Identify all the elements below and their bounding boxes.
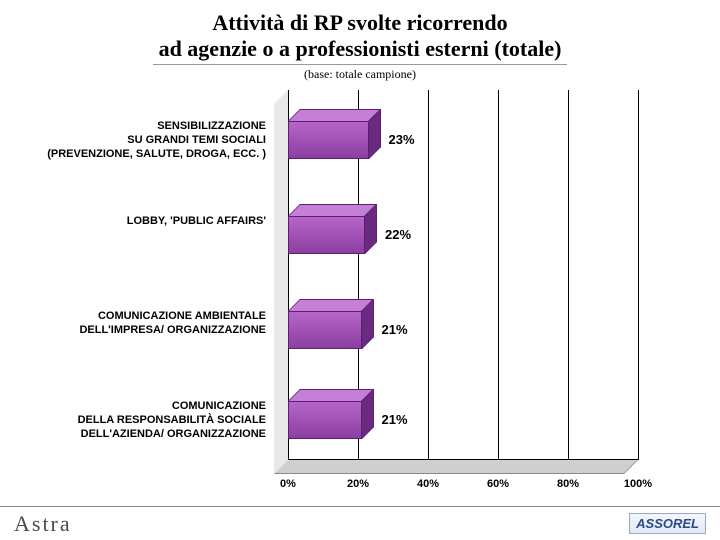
x-tick-label: 20%: [347, 478, 369, 490]
logo-assorel: ASSOREL: [629, 513, 706, 534]
gridline: [498, 90, 499, 460]
x-tick-label: 100%: [624, 478, 652, 490]
x-tick-label: 60%: [487, 478, 509, 490]
gridline: [568, 90, 569, 460]
bar-top: [288, 299, 374, 311]
x-tick-label: 80%: [557, 478, 579, 490]
bar-value-label: 21%: [382, 412, 408, 427]
subtitle: (base: totale campione): [40, 67, 680, 82]
x-tick-label: 40%: [417, 478, 439, 490]
category-label: LOBBY, 'PUBLIC AFFAIRS': [0, 215, 266, 229]
bar-top: [288, 204, 377, 216]
bar-value-label: 23%: [389, 132, 415, 147]
bar: [288, 401, 362, 439]
footer: Astra ASSOREL: [0, 506, 720, 540]
title-line2: ad agenzie o a professionisti esterni (t…: [153, 36, 568, 65]
chart-backwall: [274, 90, 288, 474]
title-line1: Attività di RP svolte ricorrendo: [40, 10, 680, 36]
x-tick-label: 0%: [280, 478, 296, 490]
gridline: [428, 90, 429, 460]
slide: Attività di RP svolte ricorrendo ad agen…: [0, 0, 720, 540]
gridline: [638, 90, 639, 460]
chart-floor: [274, 460, 638, 474]
logo-astra: Astra: [14, 511, 72, 537]
bar: [288, 216, 365, 254]
category-label: COMUNICAZIONE AMBIENTALE DELL'IMPRESA/ O…: [0, 310, 266, 338]
bar-value-label: 22%: [385, 227, 411, 242]
category-label: COMUNICAZIONE DELLA RESPONSABILITÀ SOCIA…: [0, 400, 266, 441]
bar: [288, 121, 369, 159]
bar-value-label: 21%: [382, 322, 408, 337]
title-block: Attività di RP svolte ricorrendo ad agen…: [0, 0, 720, 84]
bar-top: [288, 109, 381, 121]
bar: [288, 311, 362, 349]
chart: SENSIBILIZZAZIONE SU GRANDI TEMI SOCIALI…: [8, 90, 712, 490]
category-label: SENSIBILIZZAZIONE SU GRANDI TEMI SOCIALI…: [0, 120, 266, 161]
bar-top: [288, 389, 374, 401]
